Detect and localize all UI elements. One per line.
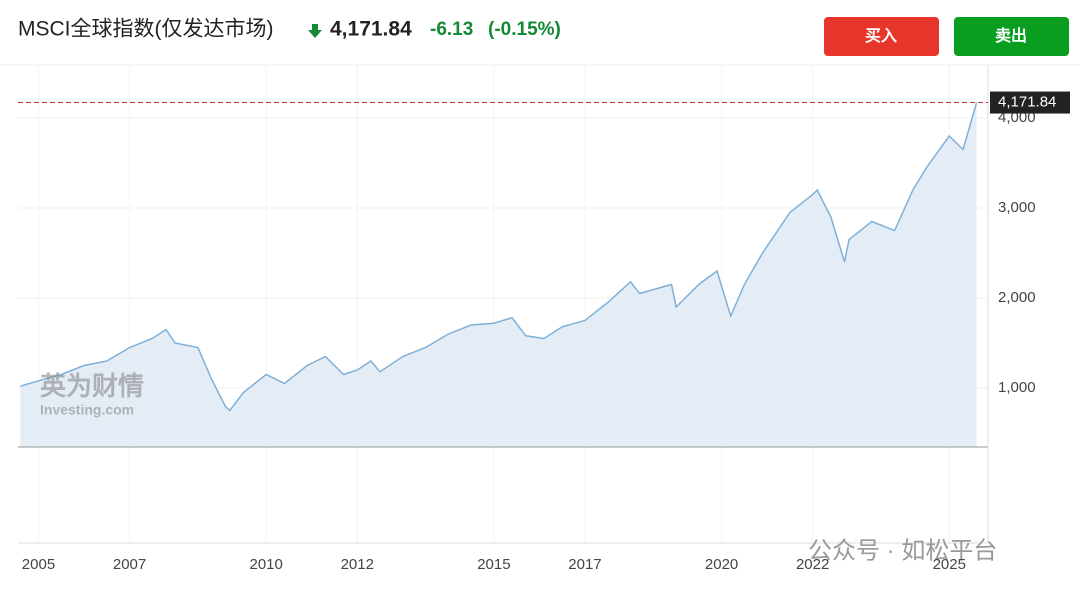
buy-label[interactable]: 买入	[865, 27, 897, 45]
sell-button[interactable]	[954, 17, 1069, 56]
price: 4,171.84	[330, 18, 412, 41]
x-tick-label: 2012	[341, 556, 374, 573]
y-tick-label: 2,000	[998, 289, 1036, 306]
x-tick-label: 2017	[568, 556, 601, 573]
x-tick-label: 2007	[113, 556, 146, 573]
x-tick-label: 2005	[22, 556, 55, 573]
down-arrow	[308, 24, 322, 38]
change: -6.13	[430, 19, 473, 40]
line	[20, 102, 978, 412]
watermark-site: Investing.com	[40, 402, 134, 418]
watermark-brand: 英为财情	[40, 371, 144, 401]
buy-button[interactable]	[824, 17, 939, 56]
x-tick-label: 2022	[796, 556, 829, 573]
y-tick-label: 1,000	[998, 379, 1036, 396]
title: MSCI全球指数(仅发达市场)	[18, 18, 274, 41]
y-tick-label: 3,000	[998, 199, 1036, 216]
area	[20, 102, 977, 447]
x-tick-label: 2020	[705, 556, 738, 573]
sell-label[interactable]: 卖出	[995, 26, 1027, 45]
last-price-label: 4,171.84	[998, 94, 1056, 111]
watermark-footer: 公众号 · 如松平台	[808, 537, 997, 564]
x-tick-label: 2015	[477, 556, 510, 573]
last-price-box	[990, 91, 1070, 114]
x-tick-label: 2025	[933, 556, 966, 573]
x-tick-label: 2010	[250, 556, 283, 573]
change-pct: (-0.15%)	[488, 19, 561, 40]
